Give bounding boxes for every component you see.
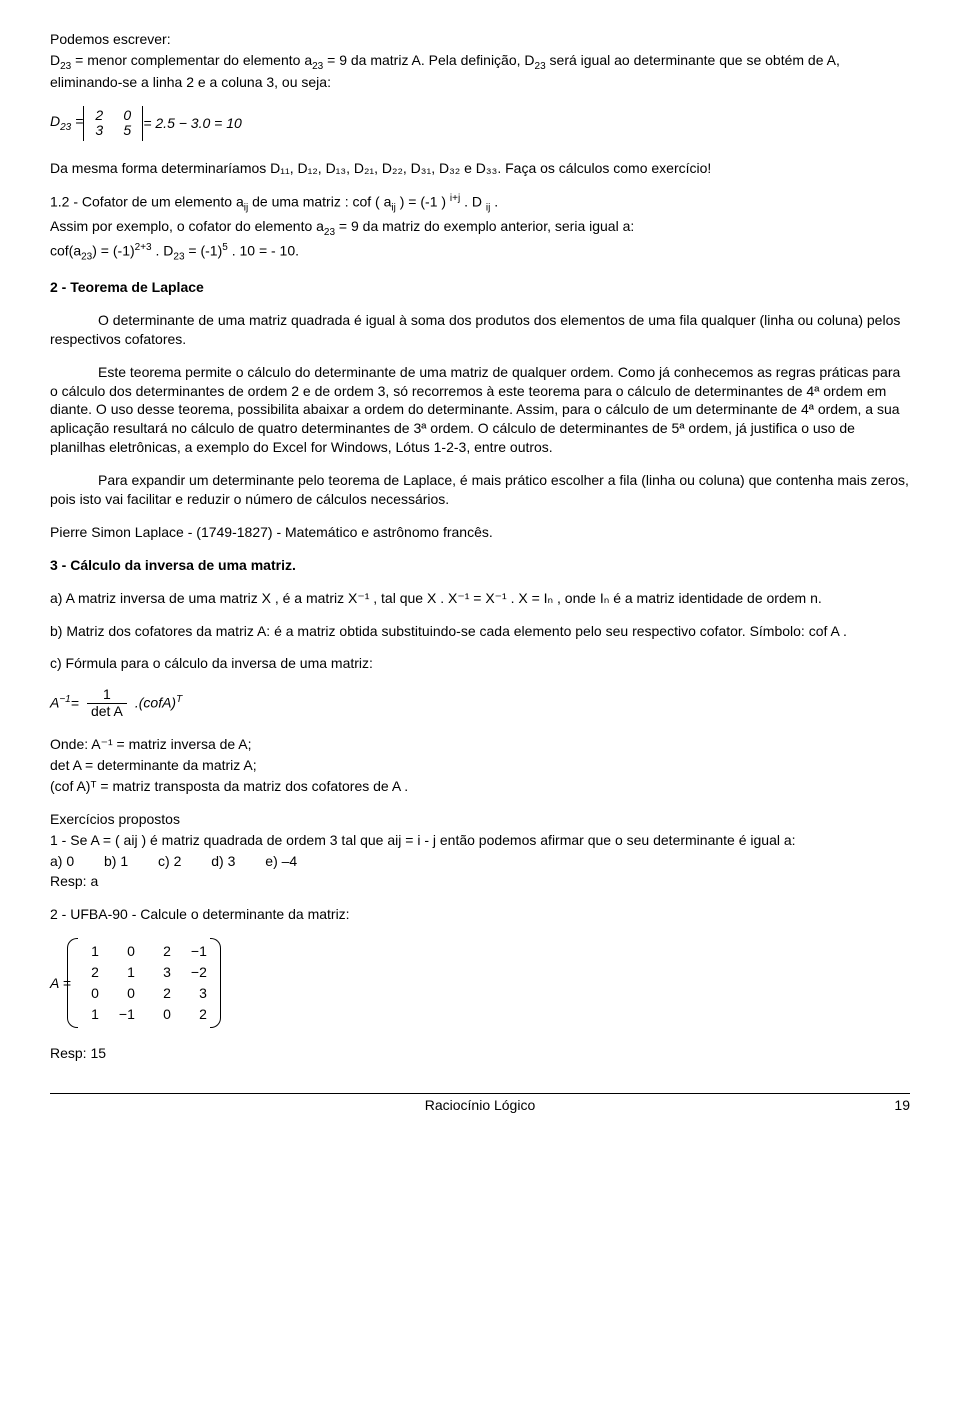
text-paragraph: c) Fórmula para o cálculo da inversa de … (50, 654, 910, 673)
text-line: Onde: A⁻¹ = matriz inversa de A; (50, 735, 910, 754)
page-footer: Raciocínio Lógico 19 (50, 1093, 910, 1115)
exercise-1: 1 - Se A = ( aij ) é matriz quadrada de … (50, 831, 910, 850)
determinant-bracket: 2 0 3 5 (83, 106, 143, 141)
text: . D (460, 193, 486, 209)
text: = 9 da matriz do exemplo anterior, seria… (335, 218, 634, 234)
subscript: 23 (81, 251, 92, 262)
subscript: 23 (173, 251, 184, 262)
text-line: 1.2 - Cofator de um elemento aij de uma … (50, 192, 910, 215)
subscript: 23 (312, 61, 323, 72)
equals: = (71, 694, 79, 713)
matrix-cell: 3 (153, 963, 171, 982)
det-rhs: = 2.5 − 3.0 = 10 (143, 114, 241, 133)
text-line: Podemos escrever: (50, 30, 910, 49)
text-line: Assim por exemplo, o cofator do elemento… (50, 217, 910, 239)
matrix-cell: 0 (117, 984, 135, 1003)
fraction-numerator: 1 (99, 687, 115, 702)
text-line: cof(a23) = (-1)2+3 . D23 = (-1)5 . 10 = … (50, 241, 910, 264)
subscript: 23 (535, 61, 546, 72)
matrix-cell: 2 (153, 942, 171, 961)
text-paragraph: Este teorema permite o cálculo do determ… (50, 363, 910, 457)
subscript: 23 (60, 61, 71, 72)
text-paragraph: Para expandir um determinante pelo teore… (50, 471, 910, 509)
matrix-cell: −2 (189, 963, 207, 982)
matrix-body: 1 0 2 −1 2 1 3 −2 0 0 2 3 1 −1 0 2 (71, 938, 217, 1028)
fraction-denominator: det A (87, 704, 127, 719)
inverse-formula: A−1 = 1 det A .(cofA)T (50, 687, 910, 719)
det-cell: 5 (120, 123, 134, 138)
matrix-cell: 3 (189, 984, 207, 1003)
det-label: D23 = (50, 112, 83, 134)
text-paragraph: a) A matriz inversa de uma matriz X , é … (50, 589, 910, 608)
matrix-cell: 2 (81, 963, 99, 982)
formula-lhs: A−1 (50, 693, 71, 713)
text: cof(a (50, 243, 81, 259)
text: = (-1) (185, 243, 223, 259)
text: = 9 da matriz A. Pela definição, D (323, 52, 534, 68)
superscript: T (176, 694, 182, 705)
det-cell: 2 (92, 108, 106, 123)
formula-rhs: .(cofA)T (135, 693, 182, 713)
matrix-cell: 2 (189, 1005, 207, 1024)
determinant-equation: D23 = 2 0 3 5 = 2.5 − 3.0 = 10 (50, 106, 910, 141)
text: D (50, 113, 60, 129)
text: A (50, 695, 59, 711)
text-paragraph: b) Matriz dos cofatores da matriz A: é a… (50, 622, 910, 641)
text-paragraph: Da mesma forma determinaríamos D₁₁, D₁₂,… (50, 159, 910, 178)
exercise-1-options: a) 0 b) 1 c) 2 d) 3 e) –4 (50, 852, 910, 871)
footer-title: Raciocínio Lógico (425, 1096, 536, 1115)
text: Assim por exemplo, o cofator do elemento… (50, 218, 324, 234)
text: .(cofA) (135, 695, 176, 711)
det-cell: 3 (92, 123, 106, 138)
text: . (490, 193, 498, 209)
option-c: c) 2 (158, 853, 181, 869)
matrix-equation: A = 1 0 2 −1 2 1 3 −2 0 0 2 3 1 −1 0 2 (50, 938, 910, 1028)
matrix-cell: 0 (153, 1005, 171, 1024)
text-line: (cof A)ᵀ = matriz transposta da matriz d… (50, 777, 910, 796)
matrix-cell: 1 (117, 963, 135, 982)
text: 1.2 - Cofator de um elemento a (50, 193, 244, 209)
superscript: 2+3 (135, 242, 152, 253)
exercise-1-answer: Resp: a (50, 872, 910, 891)
option-b: b) 1 (104, 853, 128, 869)
matrix-cell: 2 (153, 984, 171, 1003)
exercise-2: 2 - UFBA-90 - Calcule o determinante da … (50, 905, 910, 924)
text: ) = (-1) (92, 243, 134, 259)
fraction: 1 det A (87, 687, 127, 719)
superscript: −1 (59, 694, 70, 705)
matrix-cell: 0 (117, 942, 135, 961)
matrix-cell: 1 (81, 1005, 99, 1024)
heading-inversa: 3 - Cálculo da inversa de uma matriz. (50, 556, 910, 575)
document-page: Podemos escrever: D23 = menor complement… (0, 0, 960, 1135)
text-paragraph: Pierre Simon Laplace - (1749-1827) - Mat… (50, 523, 910, 542)
exercise-2-answer: Resp: 15 (50, 1044, 910, 1063)
matrix-cell: −1 (117, 1005, 135, 1024)
heading-laplace: 2 - Teorema de Laplace (50, 278, 910, 297)
text: ) = (-1 ) (396, 193, 450, 209)
exercises-heading: Exercícios propostos (50, 810, 910, 829)
subscript: 23 (324, 227, 335, 238)
text: D (50, 52, 60, 68)
text: . 10 = - 10. (228, 243, 299, 259)
text: = menor complementar do elemento a (71, 52, 312, 68)
subscript: 23 (60, 122, 71, 133)
matrix-cell: −1 (189, 942, 207, 961)
superscript: i+j (450, 193, 460, 204)
option-a: a) 0 (50, 853, 74, 869)
text-line: det A = determinante da matriz A; (50, 756, 910, 775)
page-number: 19 (894, 1096, 910, 1115)
matrix-cell: 0 (81, 984, 99, 1003)
text-paragraph: D23 = menor complementar do elemento a23… (50, 51, 910, 92)
matrix-cell: 1 (81, 942, 99, 961)
text-paragraph: O determinante de uma matriz quadrada é … (50, 311, 910, 349)
text: . D (152, 243, 174, 259)
det-cell: 0 (120, 108, 134, 123)
text: de uma matriz : cof ( a (248, 193, 391, 209)
option-e: e) –4 (265, 853, 297, 869)
option-d: d) 3 (211, 853, 235, 869)
